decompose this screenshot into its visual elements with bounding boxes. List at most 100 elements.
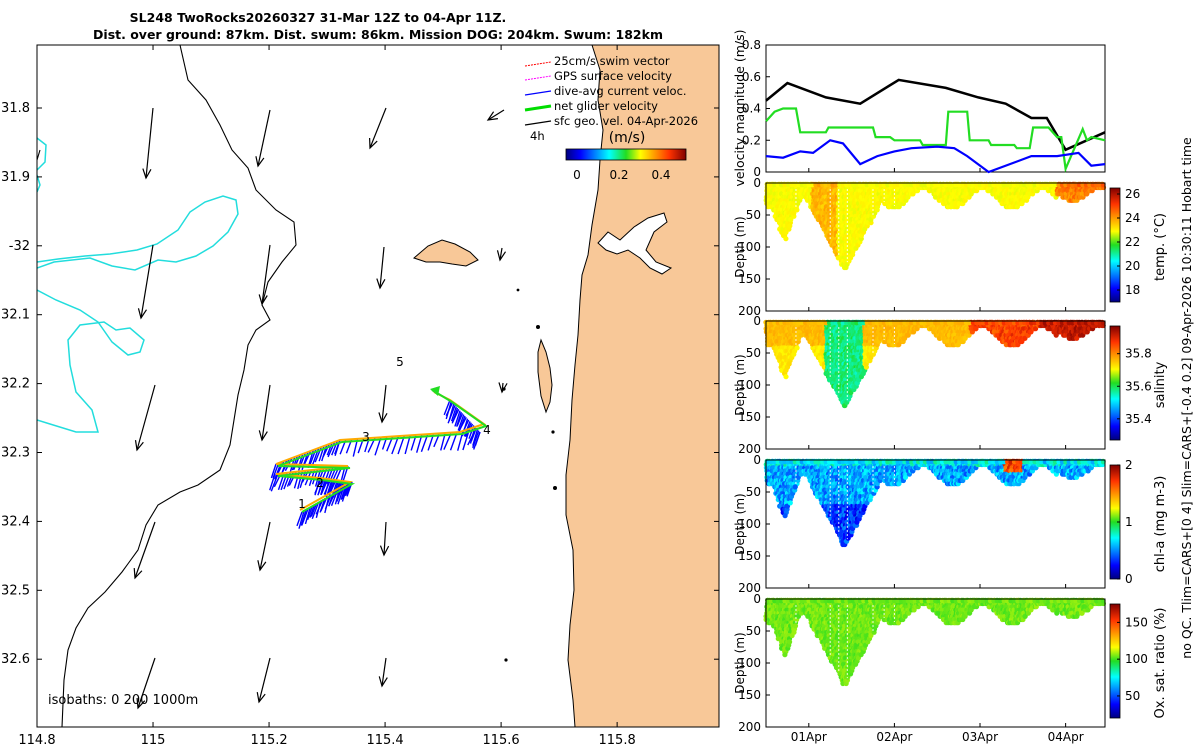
current-vector xyxy=(449,433,458,451)
map-ytick-label: 32.4 xyxy=(1,514,30,529)
arrow-head xyxy=(486,111,498,121)
arrow-head xyxy=(498,382,508,394)
isobath-0m-c xyxy=(37,137,47,171)
data-point xyxy=(816,182,822,188)
data-point xyxy=(1087,182,1092,188)
current-vector xyxy=(404,435,411,455)
current-vector xyxy=(448,403,455,421)
arrow-head xyxy=(256,692,266,704)
data-point xyxy=(960,182,966,188)
legend-gps-velocity-label: GPS surface velocity xyxy=(554,69,672,83)
map-ytick-label: 31.9 xyxy=(1,170,30,185)
depth-colorbar xyxy=(1109,325,1121,441)
current-vector xyxy=(374,437,382,456)
arrow-head xyxy=(369,137,378,150)
data-point xyxy=(1011,182,1017,188)
islet xyxy=(536,325,540,329)
data-point xyxy=(919,182,925,188)
arrow-shaft xyxy=(369,107,387,149)
legend-sfc-geo-line xyxy=(524,120,552,126)
map-xtick-label: 115.4 xyxy=(366,733,403,748)
glider-track: 123 45 xyxy=(269,355,491,529)
arrow-shaft xyxy=(134,521,156,579)
arrow-shaft xyxy=(487,109,505,121)
islet xyxy=(516,288,520,292)
isobath-0m-a xyxy=(37,195,239,271)
current-vector xyxy=(457,432,464,451)
colorbar-tick-label: 20 xyxy=(1125,259,1140,273)
colorbar-tick-label: 35.6 xyxy=(1125,379,1152,393)
data-point xyxy=(1073,182,1079,188)
data-point xyxy=(987,182,993,188)
current-vector xyxy=(458,415,466,433)
depth-colorbar-label: temp. (°C) xyxy=(1153,213,1168,281)
data-point xyxy=(1001,182,1007,188)
data-point xyxy=(1032,182,1038,188)
geostrophic-arrow xyxy=(379,521,390,557)
arrow-shaft xyxy=(145,107,154,179)
velocity-series-line-1 xyxy=(765,107,1106,173)
figure-title-line2: Dist. over ground: 87km. Dist. swum: 86k… xyxy=(93,27,663,42)
geostrophic-arrow xyxy=(257,521,271,572)
arrow-shaft xyxy=(381,657,387,687)
data-point xyxy=(1070,182,1075,188)
data-point xyxy=(794,345,800,351)
data-point xyxy=(991,182,997,188)
data-point xyxy=(837,182,842,188)
data-point xyxy=(950,182,955,188)
current-vector xyxy=(410,435,417,451)
data-point xyxy=(782,182,788,188)
data-point xyxy=(939,182,945,188)
data-point xyxy=(933,182,938,188)
figure-title-line1: SL248 TwoRocks20260327 31-Mar 12Z to 04-… xyxy=(130,10,507,25)
data-point xyxy=(826,182,832,188)
data-point xyxy=(1015,182,1021,188)
data-point xyxy=(823,182,829,188)
geostrophic-arrow xyxy=(255,109,271,168)
velocity-series-line-2 xyxy=(765,139,1106,174)
geostrophic-arrow xyxy=(369,107,387,150)
data-point xyxy=(1097,182,1103,188)
scatter-points-sal-panel xyxy=(763,319,1106,409)
geostrophic-arrow xyxy=(378,657,388,688)
arrow-shaft xyxy=(258,657,271,703)
map-ytick-label: -32 xyxy=(9,239,30,254)
data-point xyxy=(953,182,959,188)
geostrophic-arrow xyxy=(378,384,388,424)
map-legend: 25cm/s swim vector GPS surface velocity … xyxy=(524,54,698,182)
data-point xyxy=(813,182,819,188)
data-point xyxy=(803,182,808,188)
legend-time-scale-label: 4h xyxy=(530,129,545,143)
legend-sfc-geo-label: sfc geo. vel. 04-Apr-2026 xyxy=(554,114,698,128)
data-point xyxy=(905,182,911,188)
colorbar-tick: 0.4 xyxy=(651,168,670,182)
current-vector xyxy=(306,505,314,521)
isobath-0m-d xyxy=(37,174,41,193)
data-point xyxy=(1083,182,1089,188)
scatter-points-chl-panel xyxy=(763,458,1106,548)
data-point xyxy=(861,182,866,188)
data-point xyxy=(787,223,793,229)
data-point xyxy=(876,200,882,207)
data-point xyxy=(926,182,932,188)
legend-swim-vector-label: 25cm/s swim vector xyxy=(554,54,670,68)
data-point xyxy=(902,182,908,188)
current-vector xyxy=(445,401,452,420)
islet xyxy=(553,486,557,490)
data-point xyxy=(785,182,791,188)
current-vector xyxy=(296,511,303,527)
current-vector xyxy=(301,508,309,526)
track-day-label: 2 xyxy=(316,476,324,490)
map-ytick-label: 32.3 xyxy=(1,446,30,461)
velocity-axes-frame xyxy=(765,44,1106,173)
data-point xyxy=(888,182,894,188)
colorbar-tick: 0.2 xyxy=(609,168,628,182)
isobath-200m xyxy=(61,45,297,727)
arrow-shaft xyxy=(261,384,271,441)
data-point xyxy=(871,182,877,188)
map-xtick-label: 115 xyxy=(141,733,166,748)
data-point xyxy=(974,182,979,188)
